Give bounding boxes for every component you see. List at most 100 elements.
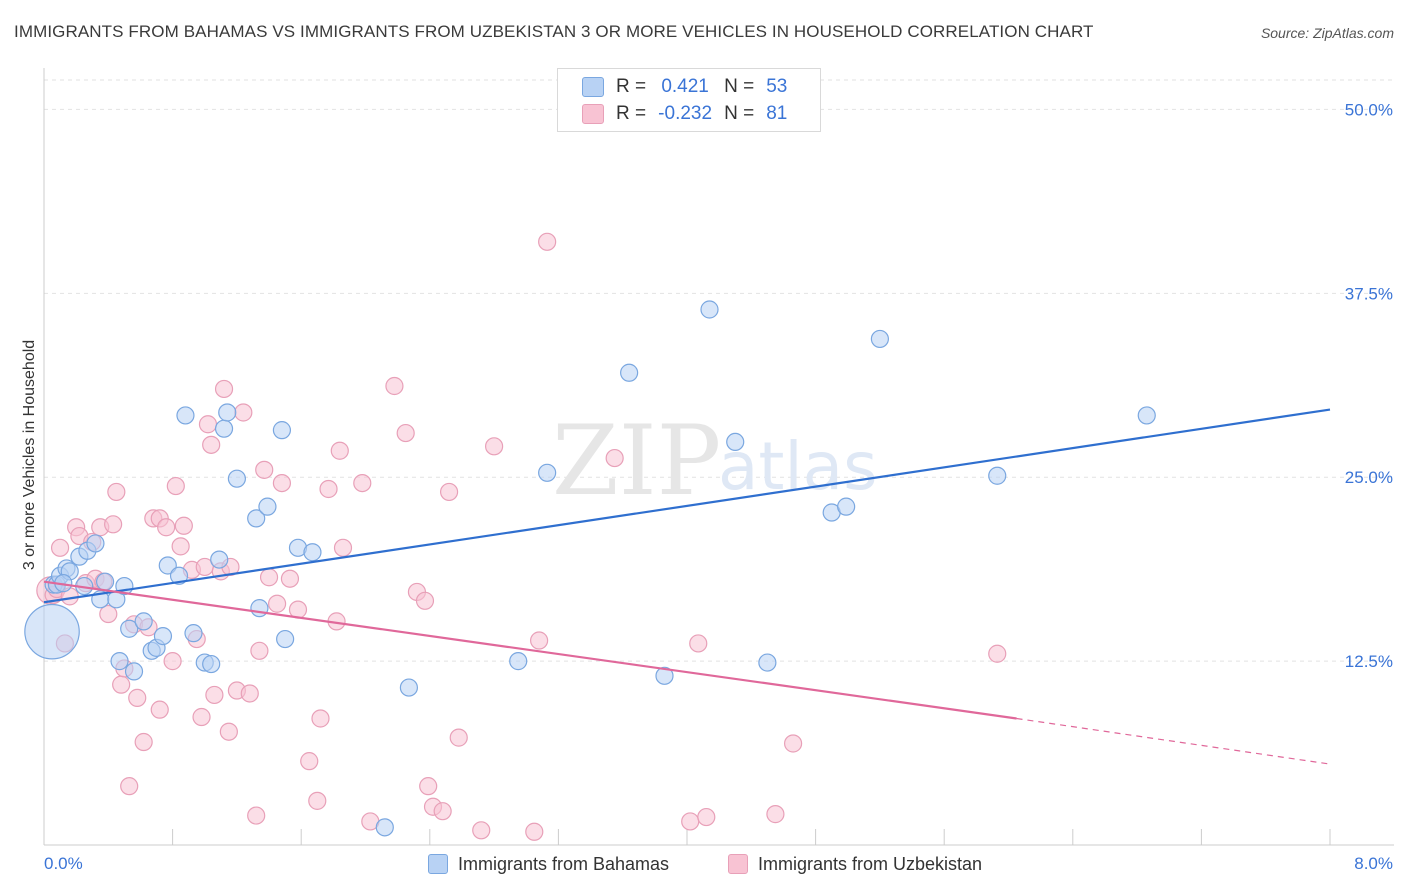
- uzbekistan-point: [280, 569, 300, 588]
- bahamas-point: [227, 469, 246, 488]
- bahamas-point: [538, 463, 557, 482]
- bahamas-point: [169, 566, 189, 585]
- bahamas-point: [258, 497, 277, 516]
- y-tick-label: 25.0%: [1345, 468, 1393, 487]
- uzbekistan-point: [319, 479, 338, 499]
- bahamas-point: [124, 662, 144, 681]
- uzbekistan-point: [240, 684, 259, 703]
- uzbekistan-point: [255, 460, 274, 479]
- bahamas-swatch: [428, 854, 448, 874]
- bahamas-swatch: [582, 77, 604, 97]
- bahamas-point: [1137, 406, 1156, 425]
- uzbekistan-point: [267, 594, 287, 613]
- uzbekistan-point: [219, 722, 238, 741]
- uzbekistan-point: [330, 441, 349, 460]
- uzbekistan-point: [385, 376, 404, 396]
- legend-row-uzbekistan: R = -0.232 N = 81: [582, 102, 788, 126]
- uzbekistan-point: [766, 805, 785, 824]
- uzbekistan-point: [419, 777, 438, 796]
- bottom-legend-label: Immigrants from Uzbekistan: [758, 853, 983, 874]
- bahamas-point: [86, 534, 105, 553]
- uzbekistan-point: [396, 423, 415, 443]
- chart-title: IMMIGRANTS FROM BAHAMAS VS IMMIGRANTS FR…: [14, 22, 1094, 41]
- uzbekistan-point: [538, 232, 557, 251]
- bahamas-point: [24, 603, 80, 660]
- uzbekistan-point: [250, 641, 269, 660]
- bahamas-point: [250, 599, 269, 618]
- uzbekistan-point: [247, 806, 266, 825]
- x-tick-label: 0.0%: [44, 854, 83, 873]
- uzbekistan-point: [205, 685, 224, 705]
- legend-n-label: N =: [724, 103, 755, 124]
- legend-n-value: 81: [766, 103, 788, 124]
- uzbekistan-point: [525, 822, 544, 841]
- uzbekistan-point: [157, 518, 176, 537]
- grid-lines: [44, 79, 1394, 662]
- uzbekistan-point: [120, 777, 139, 796]
- bottom-legend-uzbekistan: Immigrants from Uzbekistan: [728, 852, 982, 876]
- uzbekistan-point: [259, 568, 279, 587]
- y-tick-labels: 12.5% 25.0% 37.5% 50.0%: [1345, 100, 1393, 671]
- bahamas-point: [758, 653, 777, 672]
- uzbekistan-point: [300, 752, 319, 771]
- uzbekistan-point: [415, 591, 435, 610]
- y-tick-label: 37.5%: [1345, 284, 1393, 303]
- uzbekistan-point: [198, 415, 218, 434]
- uzbekistan-swatch: [582, 104, 604, 124]
- series-uzbekistan-points: [36, 232, 1007, 841]
- bahamas-point: [110, 652, 129, 671]
- uzbekistan-point: [128, 688, 147, 707]
- bahamas-point: [988, 466, 1007, 485]
- uzbekistan-point: [166, 476, 185, 496]
- uzbekistan-point: [689, 634, 708, 653]
- uzbekistan-point: [50, 538, 70, 557]
- bahamas-point: [375, 818, 394, 837]
- uzbekistan-point: [333, 538, 353, 557]
- watermark-atlas: atlas: [718, 428, 878, 505]
- uzbekistan-point: [163, 652, 182, 671]
- bahamas-point: [184, 624, 203, 643]
- uzbekistan-point: [234, 403, 253, 422]
- bahamas-point: [837, 497, 856, 516]
- uzbekistan-point: [605, 448, 624, 468]
- uzbekistan-point: [439, 482, 459, 502]
- uzbekistan-point: [99, 604, 118, 624]
- bahamas-point: [870, 329, 890, 349]
- axes: [43, 68, 1394, 846]
- uzbekistan-point: [472, 821, 491, 840]
- bahamas-point: [726, 432, 745, 452]
- uzbekistan-trend-extension: [1016, 717, 1331, 765]
- uzbekistan-point: [697, 807, 716, 827]
- uzbekistan-point: [530, 631, 549, 650]
- bahamas-point: [218, 403, 237, 422]
- bottom-legend-label: Immigrants from Bahamas: [458, 853, 670, 874]
- bahamas-point: [276, 629, 295, 649]
- uzbekistan-point: [192, 707, 211, 727]
- bahamas-point: [202, 654, 221, 674]
- watermark-zip: ZIP: [552, 405, 721, 517]
- bahamas-point: [120, 619, 139, 638]
- bahamas-point: [700, 300, 719, 319]
- x-tick-label: 8.0%: [1354, 854, 1393, 873]
- uzbekistan-point: [681, 812, 700, 831]
- bahamas-point: [247, 509, 266, 528]
- y-axis-label: 3 or more Vehicles in Household: [21, 339, 38, 571]
- uzbekistan-point: [353, 473, 372, 493]
- uzbekistan-point: [311, 709, 330, 728]
- x-tick-labels: 0.0% 8.0%: [44, 854, 1393, 873]
- uzbekistan-point: [174, 516, 193, 535]
- uzbekistan-point: [214, 379, 234, 399]
- bahamas-point: [214, 419, 234, 438]
- bottom-legend-bahamas: Immigrants from Bahamas: [428, 852, 669, 876]
- legend-r-value: -0.232: [658, 103, 713, 124]
- bahamas-point: [272, 421, 292, 440]
- uzbekistan-swatch: [728, 854, 748, 874]
- uzbekistan-point: [104, 515, 123, 534]
- bahamas-point: [158, 556, 177, 575]
- bahamas-trend-line: [43, 408, 1331, 604]
- y-tick-label: 12.5%: [1345, 652, 1393, 671]
- bahamas-point: [303, 543, 322, 562]
- bahamas-point: [153, 626, 173, 646]
- y-tick-label: 50.0%: [1345, 100, 1393, 119]
